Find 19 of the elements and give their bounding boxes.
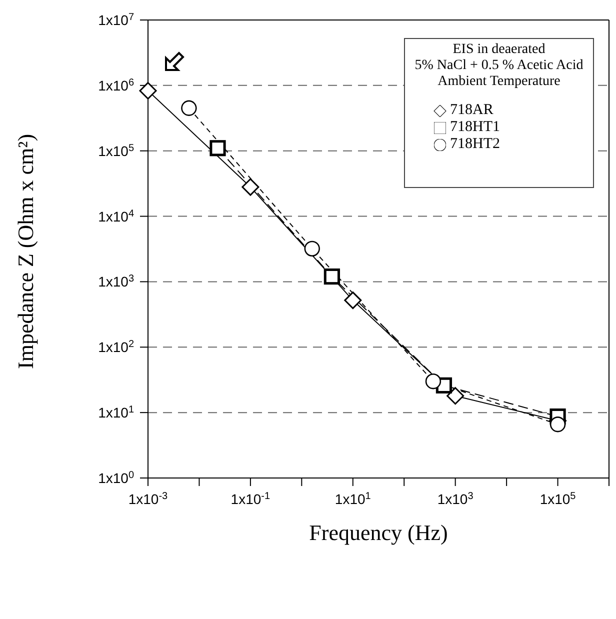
y-tick-label: 1x10$^{5}$: [98, 142, 134, 159]
legend-title: EIS in deaerated 5% NaCl + 0.5 % Acetic Acid Ambient Temperature: [414, 42, 584, 90]
x-axis-title: Frequency (Hz): [309, 520, 448, 545]
legend-label: 718AR: [450, 102, 494, 118]
x-tick-label: 1x10$^{5}$: [540, 490, 576, 507]
y-tick-label: 1x10$^{7}$: [98, 12, 134, 28]
y-tick-label: 1x10$^{6}$: [98, 76, 134, 94]
x-tick-label: 1x10$^{3}$: [437, 490, 474, 507]
y-tick-label: 1x10$^{1}$: [98, 404, 134, 421]
x-tick-label: 1x10$^{-1}$: [230, 490, 270, 507]
y-tick-label: 1x10$^{4}$: [98, 208, 134, 224]
y-tick-label: 1x10$^{3}$: [98, 273, 134, 290]
legend-label: 718HT2: [450, 136, 500, 152]
legend-label: 718HT1: [450, 119, 500, 135]
x-tick-label: 1x10$^{1}$: [334, 490, 372, 507]
x-tick-label: 1x10$^{-3}$: [128, 490, 168, 507]
y-axis-title: Impedance Z (Ohm x cm²): [12, 134, 38, 369]
y-tick-label: 1x10$^{2}$: [98, 338, 134, 356]
y-tick-label: 1x10$^{0}$: [98, 470, 134, 486]
